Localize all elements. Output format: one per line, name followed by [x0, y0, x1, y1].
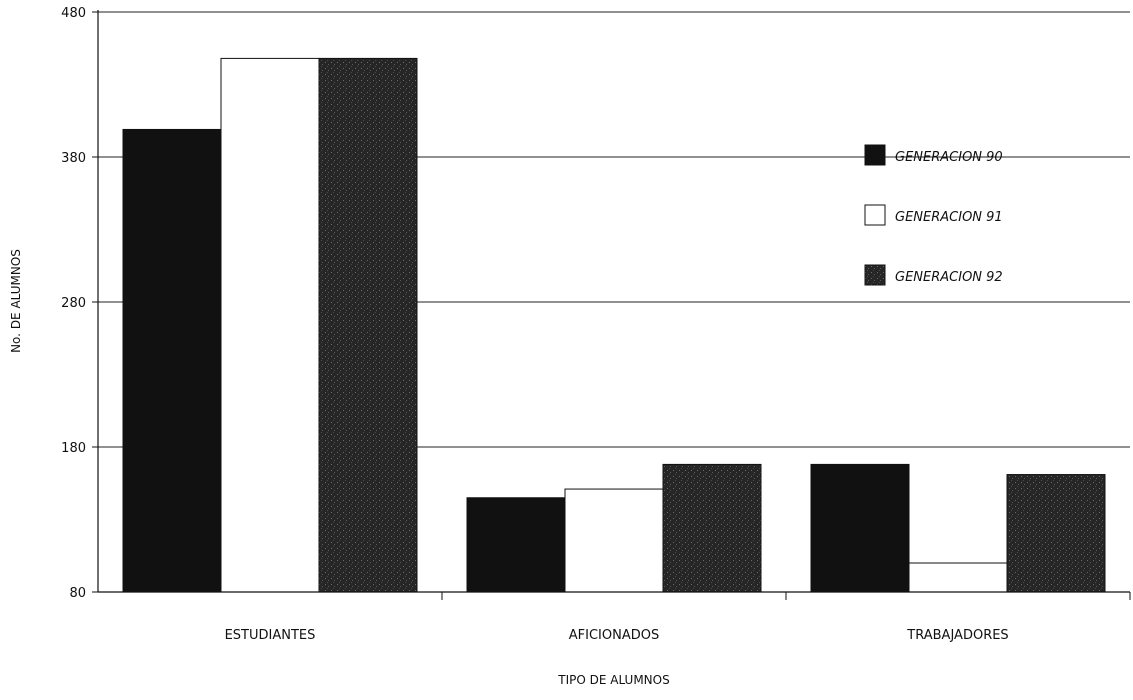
y-tick-label: 80 — [69, 586, 86, 601]
bar-generacion-91-estudiantes — [220, 57, 320, 593]
axes — [97, 10, 1130, 593]
legend-label: GENERACION 90 — [895, 150, 1003, 165]
bars — [122, 57, 1131, 600]
legend-label: GENERACION 92 — [895, 270, 1003, 285]
y-tick-label: 480 — [61, 6, 86, 21]
legend-swatch — [864, 204, 886, 226]
y-axis-title: No. DE ALUMNOS — [9, 249, 23, 353]
y-tick-label: 380 — [61, 151, 86, 166]
category-label: AFICIONADOS — [569, 628, 659, 643]
category-labels: ESTUDIANTES AFICIONADOS TRABAJADORES — [225, 628, 1009, 643]
bar-generacion-90-aficionados — [466, 497, 566, 593]
y-tick-labels: 480 380 280 180 80 — [61, 6, 98, 601]
bar-generacion-92-aficionados — [662, 463, 762, 593]
legend: GENERACION 90 GENERACION 91 GENERACION 92 — [864, 144, 1003, 286]
bar-generacion-90-estudiantes — [122, 128, 222, 593]
bar-generacion-90-trabajadores — [810, 463, 910, 593]
bar-generacion-91-trabajadores — [908, 562, 1008, 593]
bar-generacion-91-aficionados — [564, 488, 664, 593]
legend-swatch — [864, 144, 886, 166]
y-tick-label: 280 — [61, 296, 86, 311]
y-tick-label: 180 — [61, 441, 86, 456]
category-label: TRABAJADORES — [906, 628, 1008, 643]
bar-generacion-92-estudiantes — [318, 57, 418, 593]
bar-generacion-92-trabajadores — [1006, 474, 1106, 593]
category-label: ESTUDIANTES — [225, 628, 316, 643]
x-axis-title: TIPO DE ALUMNOS — [557, 673, 669, 687]
legend-label: GENERACION 91 — [895, 210, 1003, 225]
legend-swatch — [864, 264, 886, 286]
